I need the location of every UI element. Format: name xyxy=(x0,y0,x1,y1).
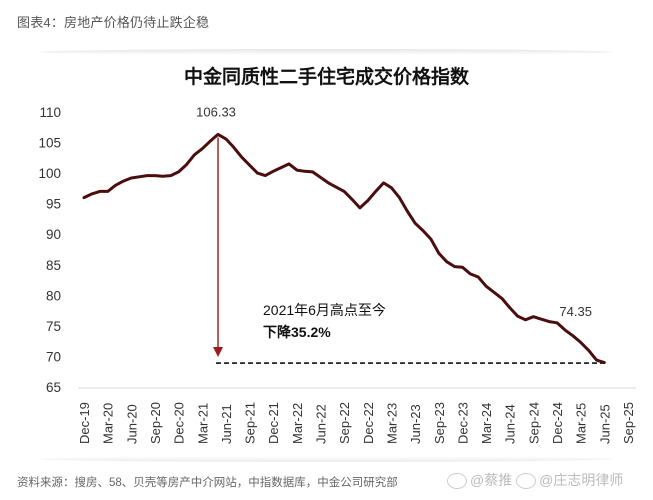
x-tick-label: Sep-20 xyxy=(148,402,163,444)
figure-caption: 图表4：房地产价格仍待止跌企稳 xyxy=(17,15,210,30)
recent-value-label: 74.35 xyxy=(559,304,592,319)
x-tick-label: Jun-24 xyxy=(503,404,518,444)
line-chart: 65 70 75 80 85 90 95 100 105 110 Dec-19 Mar-20 Jun-… xyxy=(38,104,636,444)
x-tick-label: Mar-23 xyxy=(384,403,399,444)
card-bottom-edge xyxy=(40,456,613,462)
y-tick-label: 105 xyxy=(38,136,61,151)
y-tick-label: 110 xyxy=(39,105,61,120)
x-axis: Dec-19 Mar-20 Jun-20 Sep-20 Dec-20 Mar-21 Jun-… xyxy=(77,402,636,444)
x-tick-label: Sep-21 xyxy=(243,402,258,444)
watermark: @蔡推 @庄志明律师 xyxy=(447,470,623,490)
x-tick-label: Mar-22 xyxy=(290,403,305,444)
x-tick-label: Dec-19 xyxy=(77,402,92,444)
x-tick-label: Sep-25 xyxy=(621,402,636,444)
peak-value-label: 106.33 xyxy=(196,104,236,119)
y-tick-label: 65 xyxy=(46,380,61,395)
weibo-icon xyxy=(447,473,467,490)
y-tick-label: 70 xyxy=(46,349,61,364)
y-tick-label: 95 xyxy=(46,197,61,212)
y-axis: 65 70 75 80 85 90 95 100 105 110 xyxy=(38,105,61,395)
x-tick-label: Sep-23 xyxy=(432,402,447,444)
source-note: 资料来源：搜房、58、贝壳等房产中介网站，中指数据库，中金公司研究部 xyxy=(17,477,398,489)
decline-note-line1: 2021年6月高点至今 xyxy=(263,302,386,318)
x-tick-label: Jun-20 xyxy=(124,404,139,444)
arrow-head-icon xyxy=(213,347,224,358)
x-tick-label: Jun-22 xyxy=(314,404,329,444)
x-tick-label: Jun-23 xyxy=(408,404,423,444)
y-tick-label: 75 xyxy=(46,319,61,334)
x-tick-label: Mar-20 xyxy=(101,403,116,444)
x-tick-label: Jun-21 xyxy=(219,404,234,444)
x-tick-label: Mar-25 xyxy=(574,403,589,444)
decline-arrow xyxy=(213,137,224,358)
watermark-text-2: @庄志明律师 xyxy=(539,472,624,488)
x-tick-label: Dec-21 xyxy=(266,402,281,444)
decline-note-line2: 下降35.2% xyxy=(263,324,331,340)
price-index-line xyxy=(82,132,606,365)
x-tick-label: Sep-24 xyxy=(526,402,541,444)
x-tick-label: Dec-23 xyxy=(455,402,470,444)
x-tick-label: Sep-22 xyxy=(337,402,352,444)
x-tick-label: Dec-24 xyxy=(550,402,565,444)
y-tick-label: 85 xyxy=(46,258,61,273)
x-tick-label: Dec-20 xyxy=(172,402,187,444)
x-tick-label: Jun-25 xyxy=(597,404,612,444)
chart-title: 中金同质性二手住宅成交价格指数 xyxy=(183,67,469,88)
y-tick-label: 100 xyxy=(38,166,61,181)
y-tick-label: 90 xyxy=(46,227,61,242)
weibo-icon xyxy=(516,473,537,490)
card-top-edge xyxy=(40,49,613,55)
y-tick-label: 80 xyxy=(46,288,61,303)
x-tick-label: Dec-22 xyxy=(361,402,376,444)
watermark-text-1: @蔡推 xyxy=(470,472,513,488)
x-tick-label: Mar-24 xyxy=(479,403,494,444)
x-tick-label: Mar-21 xyxy=(195,403,210,444)
